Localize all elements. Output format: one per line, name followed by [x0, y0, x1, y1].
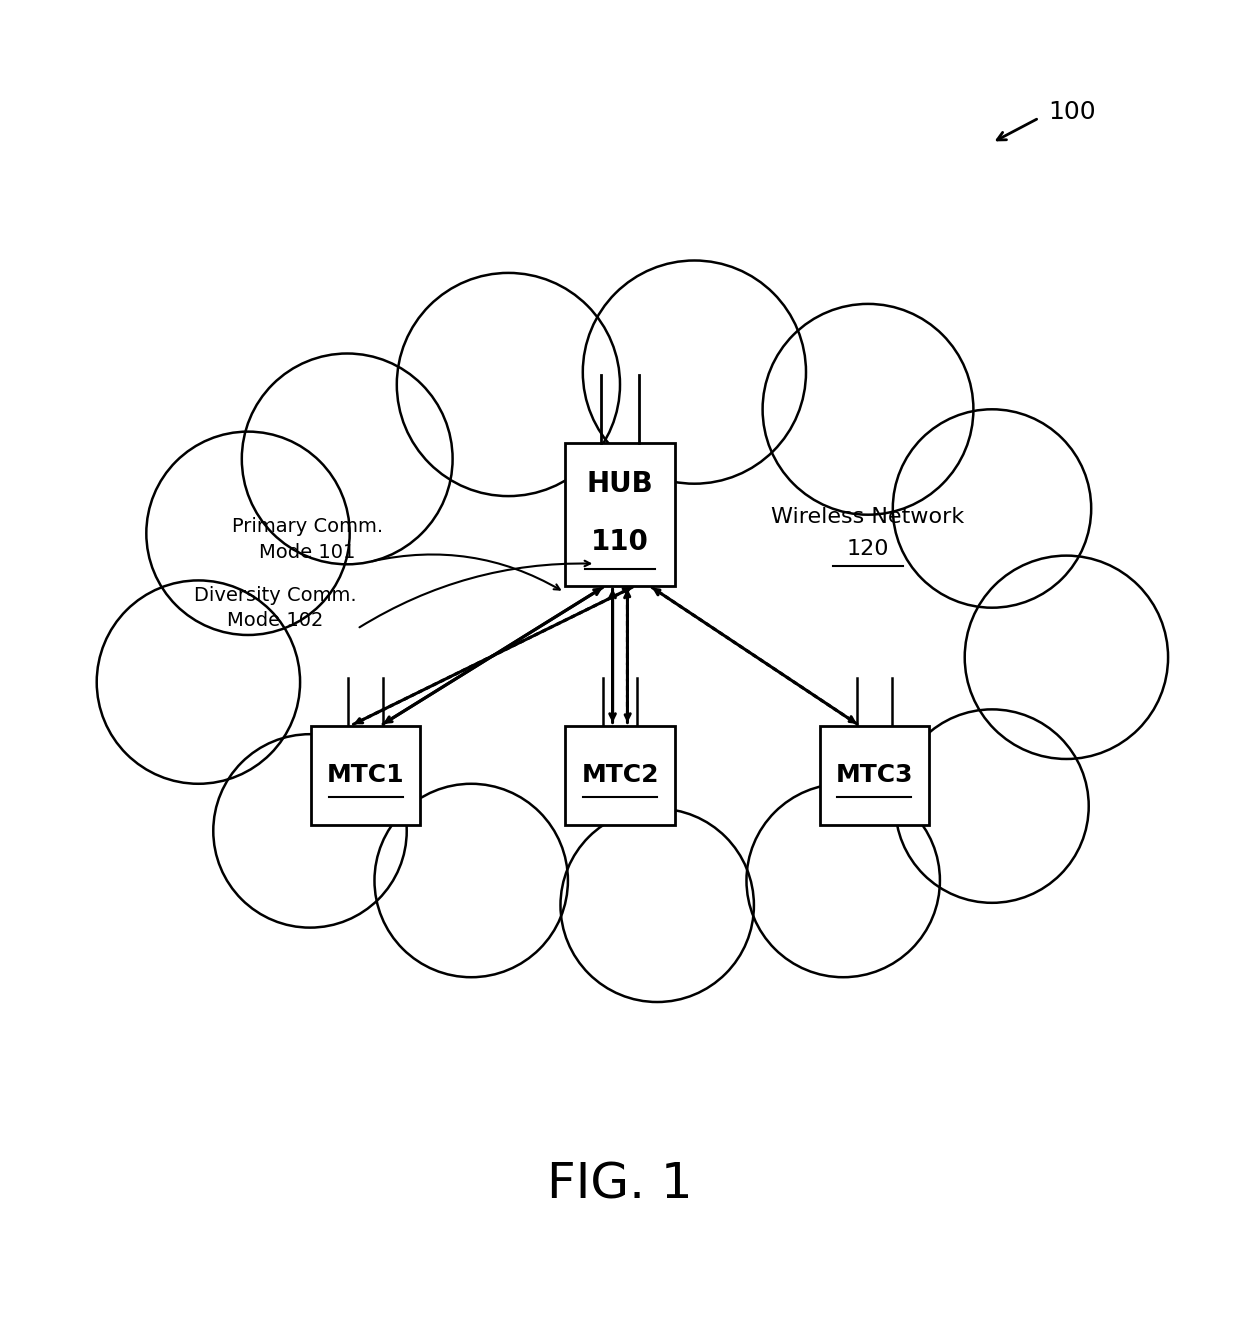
- Circle shape: [893, 409, 1091, 608]
- Circle shape: [374, 784, 568, 977]
- FancyBboxPatch shape: [820, 726, 929, 824]
- Circle shape: [97, 580, 300, 784]
- Text: MTC3: MTC3: [836, 763, 913, 787]
- FancyBboxPatch shape: [311, 726, 420, 824]
- Circle shape: [583, 260, 806, 484]
- Circle shape: [146, 431, 350, 636]
- Text: 120: 120: [847, 539, 889, 560]
- Circle shape: [397, 273, 620, 496]
- Text: Primary Comm.
Mode 101: Primary Comm. Mode 101: [232, 518, 383, 561]
- Circle shape: [895, 710, 1089, 902]
- Text: HUB: HUB: [587, 470, 653, 498]
- Text: 100: 100: [1048, 100, 1095, 123]
- Text: FIG. 1: FIG. 1: [547, 1160, 693, 1209]
- Circle shape: [242, 353, 453, 564]
- Text: 110: 110: [591, 528, 649, 556]
- Circle shape: [965, 556, 1168, 759]
- Circle shape: [560, 808, 754, 1002]
- FancyBboxPatch shape: [565, 726, 675, 824]
- Text: MTC2: MTC2: [582, 763, 658, 787]
- Circle shape: [763, 304, 973, 515]
- Circle shape: [746, 784, 940, 977]
- FancyBboxPatch shape: [565, 443, 675, 587]
- Text: Wireless Network: Wireless Network: [771, 507, 965, 527]
- Text: MTC1: MTC1: [327, 763, 404, 787]
- Text: Diversity Comm.
Mode 102: Diversity Comm. Mode 102: [193, 585, 357, 630]
- Circle shape: [213, 734, 407, 928]
